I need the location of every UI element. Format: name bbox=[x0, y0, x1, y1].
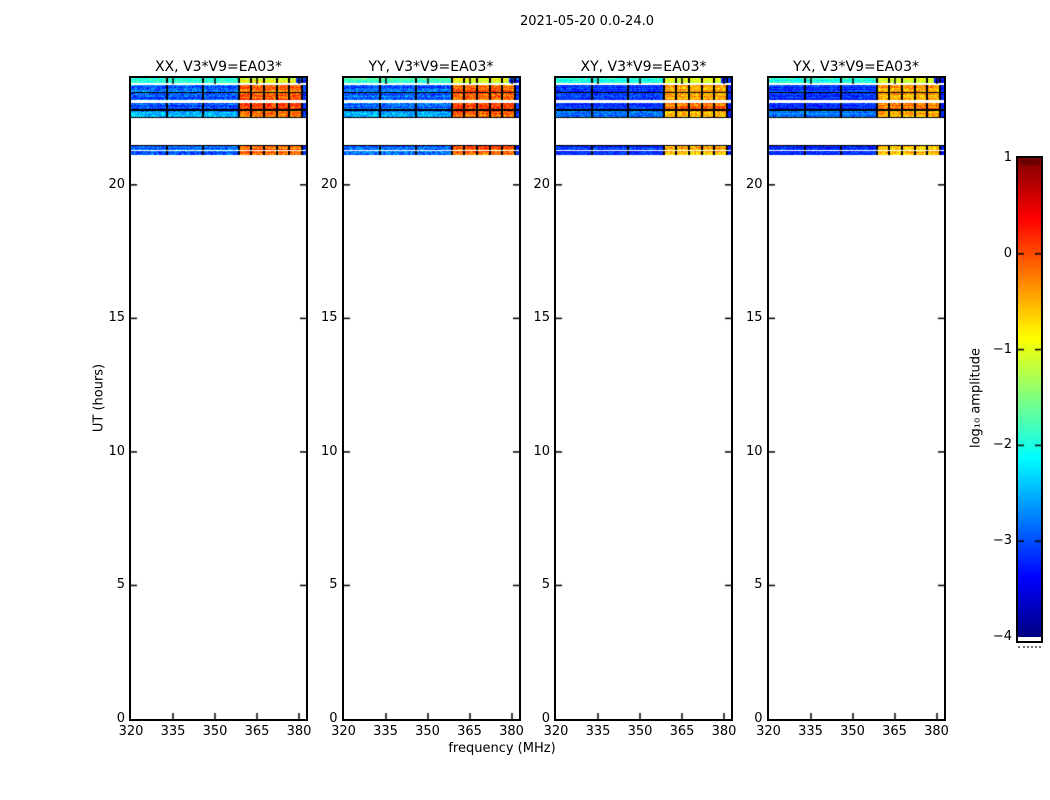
x-tick-label: 350 bbox=[202, 724, 228, 739]
y-tick-label: 15 bbox=[108, 310, 125, 326]
y-tick-label: 20 bbox=[108, 176, 125, 192]
panel-xy bbox=[554, 76, 733, 721]
colorbar-extend-dots bbox=[1018, 646, 1041, 648]
colorbar-tick-label: −1 bbox=[992, 341, 1012, 357]
y-tick-label: 0 bbox=[329, 711, 338, 726]
y-tick-label: 15 bbox=[533, 310, 550, 326]
x-tick-label: 350 bbox=[840, 724, 865, 739]
y-tick-label: 0 bbox=[116, 711, 125, 726]
y-tick-label: 5 bbox=[754, 577, 763, 593]
x-tick-label: 350 bbox=[627, 724, 653, 739]
x-tick-label: 365 bbox=[244, 724, 270, 739]
panel-title: YX, V3*V9=EA03* bbox=[793, 59, 919, 75]
panel-canvas bbox=[556, 78, 731, 719]
panel-title: XY, V3*V9=EA03* bbox=[580, 59, 707, 75]
panel-xx bbox=[129, 76, 308, 721]
panel-canvas bbox=[768, 78, 944, 719]
y-tick-label: 20 bbox=[320, 176, 338, 192]
y-tick-label: 0 bbox=[754, 711, 763, 726]
x-tick-label: 320 bbox=[331, 724, 356, 739]
y-tick-label: 5 bbox=[116, 577, 125, 593]
x-tick-label: 380 bbox=[499, 724, 524, 739]
y-tick-label: 10 bbox=[745, 443, 763, 459]
colorbar-canvas bbox=[1018, 158, 1041, 637]
y-tick-label: 10 bbox=[108, 443, 125, 459]
colorbar bbox=[1016, 156, 1043, 643]
panel-canvas bbox=[131, 78, 306, 719]
figure-title: 2021-05-20 0.0-24.0 bbox=[520, 14, 654, 29]
x-tick-label: 380 bbox=[711, 724, 737, 739]
x-tick-label: 320 bbox=[543, 724, 569, 739]
y-tick-label: 5 bbox=[541, 577, 550, 593]
panel-canvas bbox=[343, 78, 519, 719]
x-tick-label: 380 bbox=[924, 724, 949, 739]
colorbar-tick-label: −2 bbox=[992, 437, 1012, 453]
x-tick-label: 335 bbox=[373, 724, 398, 739]
x-tick-label: 365 bbox=[882, 724, 907, 739]
colorbar-tick-label: 1 bbox=[1003, 150, 1012, 165]
x-tick-label: 335 bbox=[585, 724, 611, 739]
colorbar-tick-label: 0 bbox=[1003, 245, 1012, 261]
panel-title: XX, V3*V9=EA03* bbox=[154, 59, 283, 75]
y-tick-label: 5 bbox=[329, 577, 338, 593]
x-tick-label: 320 bbox=[756, 724, 781, 739]
x-tick-label: 365 bbox=[669, 724, 695, 739]
y-tick-label: 15 bbox=[320, 310, 338, 326]
x-tick-label: 380 bbox=[286, 724, 312, 739]
x-tick-label: 365 bbox=[457, 724, 482, 739]
y-tick-label: 20 bbox=[745, 176, 763, 192]
x-tick-label: 350 bbox=[415, 724, 440, 739]
y-tick-label: 10 bbox=[533, 443, 550, 459]
colorbar-tick-label: −3 bbox=[992, 533, 1012, 549]
y-tick-label: 0 bbox=[541, 711, 550, 726]
colorbar-label: log₁₀ amplitude bbox=[968, 347, 984, 449]
x-tick-label: 335 bbox=[798, 724, 823, 739]
y-tick-label: 15 bbox=[745, 310, 763, 326]
x-tick-label: 335 bbox=[160, 724, 186, 739]
colorbar-tick-label: −4 bbox=[992, 629, 1012, 644]
y-axis-label: UT (hours) bbox=[91, 363, 107, 433]
x-axis-label: frequency (MHz) bbox=[448, 741, 556, 756]
x-tick-label: 320 bbox=[118, 724, 144, 739]
panel-yx bbox=[766, 76, 946, 721]
panel-title: YY, V3*V9=EA03* bbox=[368, 59, 494, 75]
y-tick-label: 20 bbox=[533, 176, 550, 192]
panel-yy bbox=[341, 76, 521, 721]
y-tick-label: 10 bbox=[320, 443, 338, 459]
